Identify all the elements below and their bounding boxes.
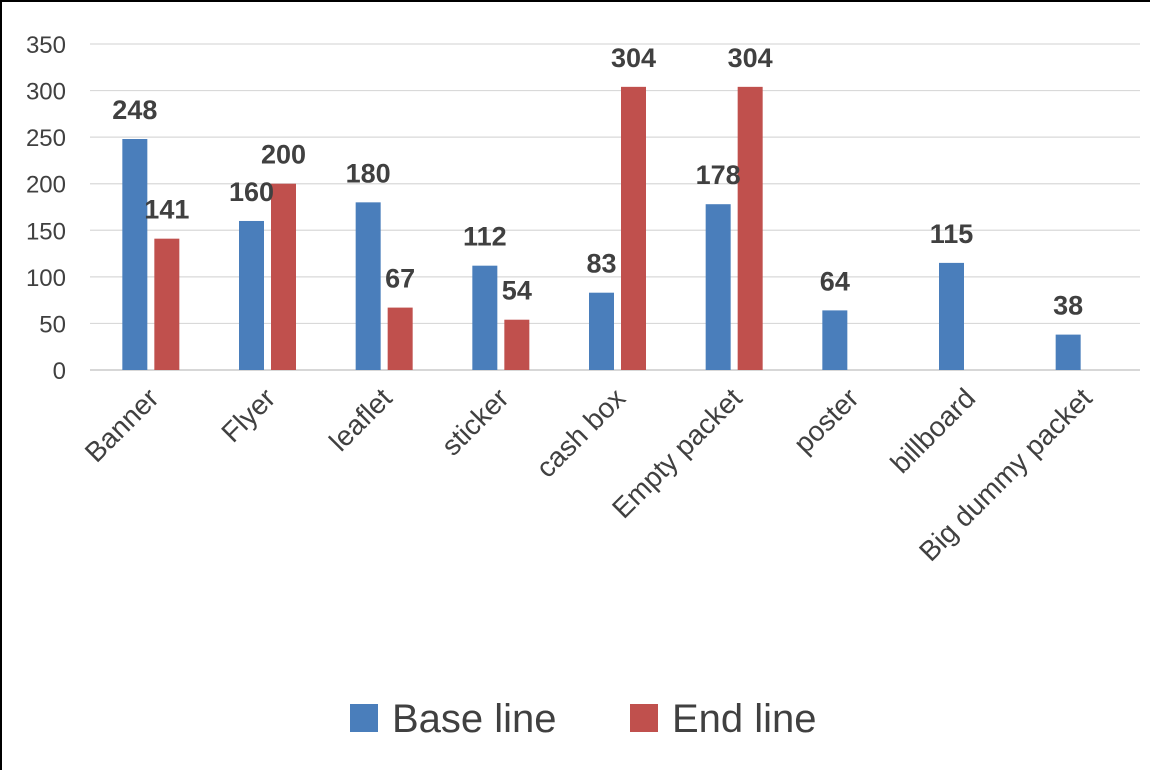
data-label: 200 xyxy=(261,140,306,170)
bar-base-line xyxy=(939,262,964,370)
y-tick-label: 100 xyxy=(26,265,66,292)
bar-base-line xyxy=(822,310,848,370)
data-label: 115 xyxy=(930,219,974,249)
data-label: 64 xyxy=(820,266,850,296)
data-label: 304 xyxy=(728,43,773,73)
y-tick-label: 250 xyxy=(26,125,66,152)
bars xyxy=(122,86,1081,371)
legend-swatch xyxy=(350,704,378,732)
y-axis: 0 50 100 150 200 250 300 350 xyxy=(26,32,66,385)
bar-base-line xyxy=(589,292,614,370)
data-label: 38 xyxy=(1053,291,1083,321)
bar-end-line xyxy=(271,183,296,370)
x-category-label: cash box xyxy=(530,382,631,483)
x-category-label: Flyer xyxy=(215,382,281,448)
y-tick-label: 300 xyxy=(26,79,66,106)
legend-label: Base line xyxy=(392,697,557,741)
data-label: 141 xyxy=(144,195,189,225)
legend-label: End line xyxy=(672,697,817,741)
bar-base-line xyxy=(355,202,381,370)
y-tick-label: 50 xyxy=(39,311,66,338)
bar-end-line xyxy=(737,86,763,371)
bar-end-line xyxy=(387,307,413,370)
bar-base-line xyxy=(705,204,731,370)
x-category-label: billboard xyxy=(884,382,981,479)
data-label: 67 xyxy=(385,264,415,294)
bar-base-line xyxy=(1055,334,1081,370)
x-category-label: sticker xyxy=(435,382,514,461)
bar-base-line xyxy=(239,220,264,370)
data-label: 180 xyxy=(346,158,391,188)
data-label: 304 xyxy=(611,43,656,73)
bar-end-line xyxy=(621,86,646,371)
data-label: 248 xyxy=(112,95,157,125)
y-tick-label: 200 xyxy=(26,172,66,199)
x-category-label: leaflet xyxy=(323,382,398,457)
data-label: 112 xyxy=(463,222,507,252)
x-category-label: poster xyxy=(788,382,865,459)
data-label: 54 xyxy=(502,276,532,306)
bar-base-line xyxy=(472,265,498,370)
data-label: 178 xyxy=(696,160,741,190)
x-category-label: Banner xyxy=(79,382,165,468)
data-label: 160 xyxy=(229,177,274,207)
gridlines xyxy=(90,43,1140,371)
bar-base-line xyxy=(122,139,148,370)
bar-end-line xyxy=(504,319,530,370)
y-tick-label: 0 xyxy=(53,358,66,385)
data-labels: 248 160 180 112 83 178 64 115 38 141 200 67 54 304 304 xyxy=(112,43,1083,321)
legend: Base line End line xyxy=(350,697,817,741)
y-tick-label: 150 xyxy=(26,218,66,245)
bar-end-line xyxy=(154,238,180,370)
data-label: 83 xyxy=(586,249,616,279)
y-tick-label: 350 xyxy=(26,32,66,59)
legend-swatch xyxy=(630,704,658,732)
